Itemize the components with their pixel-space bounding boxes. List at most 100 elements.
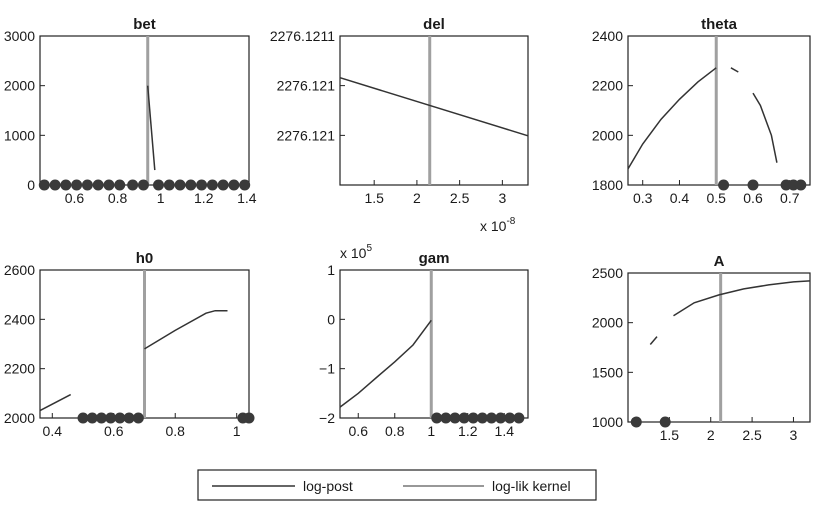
panel-theta: theta 0.3 0.4 0.5 0.6 0.7 1800 2000 2200 2400 (592, 16, 811, 206)
log-post-line (339, 76, 529, 137)
boundary-dot (153, 179, 165, 191)
panel-a: A 1.5 2 2.5 3 1000 1500 2000 2500 (592, 253, 811, 443)
y-tick-label: 2000 (4, 78, 35, 94)
boundary-dot (77, 412, 89, 424)
plot-frame (339, 269, 529, 419)
boundary-dot (105, 412, 117, 424)
panel-title: A (714, 253, 725, 270)
log-post-line (752, 92, 778, 163)
x-tick-label: 0.8 (385, 423, 405, 439)
boundary-dot (458, 412, 470, 424)
x-tick-label: 0.4 (43, 423, 63, 439)
log-post-line (146, 85, 156, 171)
boundary-dot (92, 179, 104, 191)
y-exponent-label: x 105 (340, 243, 372, 261)
y-tick-label: 0 (27, 177, 35, 193)
y-tick-label: 1000 (592, 414, 623, 430)
boundary-dot (449, 412, 461, 424)
log-post-line (144, 309, 228, 350)
x-tick-label: 1.5 (660, 427, 680, 443)
panel-title: gam (419, 250, 450, 267)
y-tick-label: −2 (319, 410, 335, 426)
y-tick-label: 2276.121 (277, 127, 336, 143)
boundary-dot (431, 412, 443, 424)
x-tick-label: 0.6 (349, 423, 369, 439)
log-post-line (339, 319, 432, 408)
y-tick-label: 3000 (4, 28, 35, 44)
y-exponent-value: 5 (366, 243, 372, 254)
x-tick-label: 1.2 (458, 423, 478, 439)
x-tick-label: 0.6 (743, 190, 763, 206)
x-tick-label: 0.5 (707, 190, 727, 206)
y-tick-label: 2000 (592, 315, 623, 331)
panel-del: del 1.5 2 2.5 3 2276.1211 2276.121 2276.121 x 10… (270, 16, 529, 234)
boundary-dot (476, 412, 488, 424)
x-tick-label: 1 (233, 423, 241, 439)
boundary-dot (630, 416, 642, 428)
plot-frame (627, 35, 811, 186)
y-tick-label: 2200 (4, 361, 35, 377)
boundary-dot (196, 179, 208, 191)
boundary-dot (163, 179, 175, 191)
panel-bet: bet 0.6 0.8 1 1.2 1.4 0 1000 2000 3000 (4, 16, 257, 206)
boundary-dot (86, 412, 98, 424)
y-tick-label: 1500 (592, 364, 623, 380)
boundary-dot (659, 416, 671, 428)
panel-title: h0 (136, 250, 154, 267)
x-tick-label: 3 (790, 427, 798, 443)
x-tick-label: 0.7 (780, 190, 800, 206)
boundary-dot (467, 412, 479, 424)
log-post-line (730, 67, 739, 73)
boundary-dot (795, 179, 807, 191)
boundary-dot (243, 412, 255, 424)
boundary-dot (217, 179, 229, 191)
x-tick-label: 1.2 (194, 190, 214, 206)
boundary-dot (228, 179, 240, 191)
boundary-dot (49, 179, 61, 191)
x-exponent-value: -8 (506, 216, 515, 227)
x-tick-label: 1.4 (495, 423, 515, 439)
panel-h0: h0 0.4 0.6 0.8 1 2000 2200 2400 2600 (4, 250, 255, 439)
x-tick-label: 2.5 (450, 190, 470, 206)
legend-label-log-lik-kernel: log-lik kernel (492, 478, 571, 494)
log-post-line (673, 280, 811, 317)
y-tick-label: 2600 (4, 262, 35, 278)
boundary-dot (718, 179, 730, 191)
boundary-dot (38, 179, 50, 191)
boundary-dot (504, 412, 516, 424)
boundary-dot (71, 179, 83, 191)
plot-frame (39, 35, 250, 186)
x-tick-label: 1.4 (237, 190, 257, 206)
boundary-dot (513, 412, 525, 424)
boundary-dot (495, 412, 507, 424)
boundary-dot (114, 412, 126, 424)
boundary-dot (137, 179, 149, 191)
panel-title: bet (133, 16, 156, 33)
panel-title: theta (701, 16, 737, 33)
boundary-dot (132, 412, 144, 424)
y-tick-label: −1 (319, 361, 335, 377)
x-tick-label: 0.6 (104, 423, 124, 439)
boundary-dot (127, 179, 139, 191)
log-post-line (627, 67, 717, 170)
x-tick-label: 3 (498, 190, 506, 206)
y-tick-label: 2276.1211 (270, 28, 335, 44)
y-tick-label: 2200 (592, 78, 623, 94)
x-exponent-label: x 10-8 (480, 216, 516, 234)
boundary-dot (81, 179, 93, 191)
plot-frame (627, 272, 811, 423)
legend-box: log-post log-lik kernel (197, 469, 597, 501)
x-tick-label: 0.6 (65, 190, 85, 206)
boundary-dot (174, 179, 186, 191)
boundary-dot (185, 179, 197, 191)
legend-label-log-post: log-post (303, 478, 353, 494)
y-tick-label: 1800 (592, 177, 623, 193)
log-post-line (39, 393, 72, 412)
y-tick-label: 0 (327, 311, 335, 327)
x-tick-label: 0.3 (633, 190, 653, 206)
y-tick-label: 2500 (592, 265, 623, 281)
y-tick-label: 2276.121 (277, 78, 336, 94)
x-tick-label: 1 (427, 423, 435, 439)
y-tick-label: 2400 (4, 311, 35, 327)
